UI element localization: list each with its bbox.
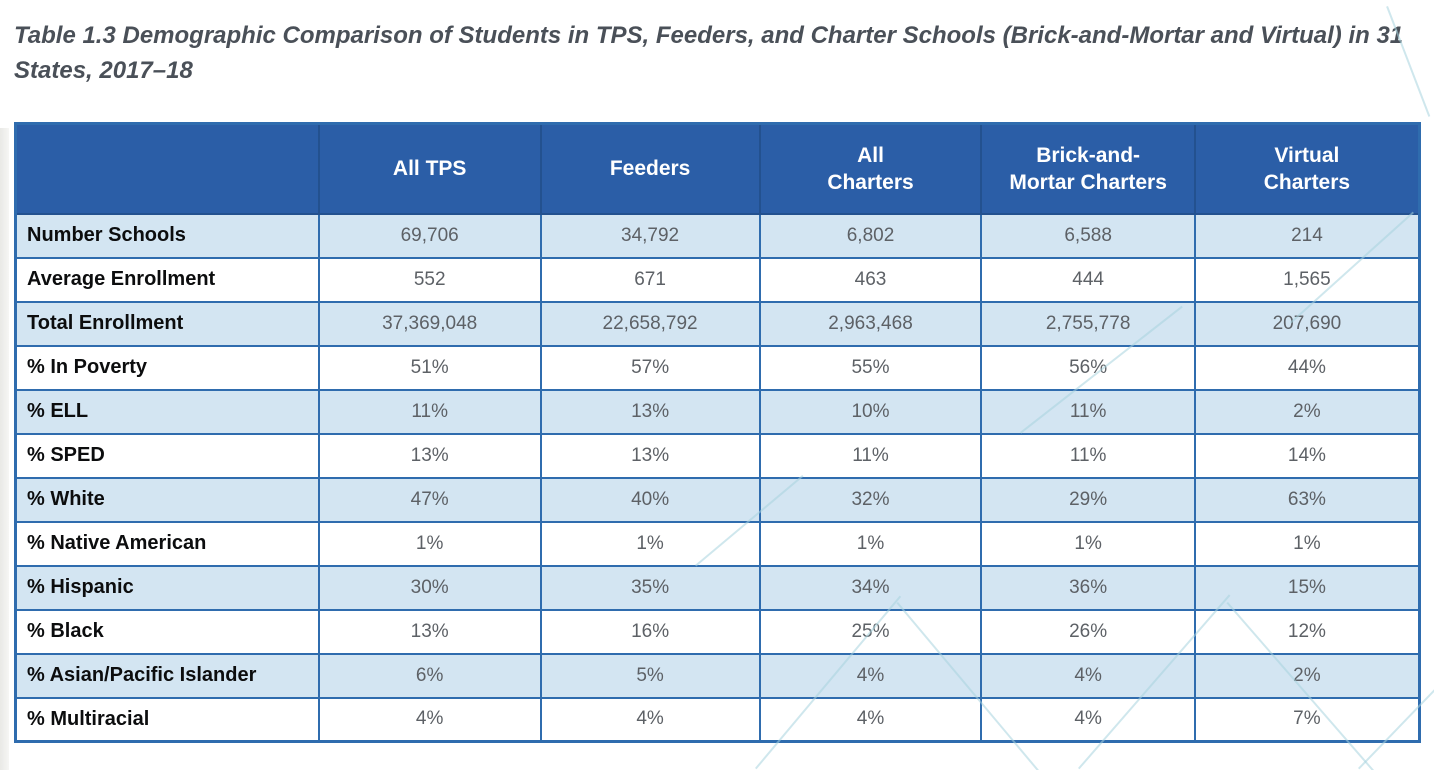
data-cell: 26% bbox=[980, 608, 1196, 655]
data-cell: 55% bbox=[758, 344, 983, 391]
data-cell: 207,690 bbox=[1193, 300, 1421, 347]
data-cell: 51% bbox=[317, 344, 542, 391]
data-cell: 37,369,048 bbox=[317, 300, 542, 347]
data-cell: 4% bbox=[980, 696, 1196, 743]
data-cell: 4% bbox=[539, 696, 761, 743]
page-edge-shading bbox=[0, 128, 9, 770]
table-row-ell: % ELL 11% 13% 10% 11% 2% bbox=[14, 388, 1421, 435]
data-cell: 34,792 bbox=[539, 212, 761, 259]
row-label: % Black bbox=[14, 608, 320, 655]
data-cell: 1% bbox=[758, 520, 983, 567]
header-cell-brick-and-mortar-charters: Brick-and- Mortar Charters bbox=[980, 122, 1196, 215]
table-row-in-poverty: % In Poverty 51% 57% 55% 56% 44% bbox=[14, 344, 1421, 391]
data-cell: 29% bbox=[980, 476, 1196, 523]
data-cell: 15% bbox=[1193, 564, 1421, 611]
table-row-black: % Black 13% 16% 25% 26% 12% bbox=[14, 608, 1421, 655]
data-cell: 35% bbox=[539, 564, 761, 611]
data-cell: 11% bbox=[980, 432, 1196, 479]
data-cell: 13% bbox=[317, 608, 542, 655]
data-cell: 444 bbox=[980, 256, 1196, 303]
table-row-total-enrollment: Total Enrollment 37,369,048 22,658,792 2… bbox=[14, 300, 1421, 347]
data-cell: 1% bbox=[980, 520, 1196, 567]
data-cell: 32% bbox=[758, 476, 983, 523]
data-cell: 13% bbox=[539, 432, 761, 479]
data-cell: 16% bbox=[539, 608, 761, 655]
data-cell: 10% bbox=[758, 388, 983, 435]
table-row-native-american: % Native American 1% 1% 1% 1% 1% bbox=[14, 520, 1421, 567]
data-cell: 1% bbox=[317, 520, 542, 567]
data-cell: 13% bbox=[539, 388, 761, 435]
data-cell: 7% bbox=[1193, 696, 1421, 743]
table-row-asian-pacific-islander: % Asian/Pacific Islander 6% 5% 4% 4% 2% bbox=[14, 652, 1421, 699]
data-cell: 6,802 bbox=[758, 212, 983, 259]
data-cell: 34% bbox=[758, 564, 983, 611]
data-cell: 463 bbox=[758, 256, 983, 303]
header-cell-all-tps: All TPS bbox=[317, 122, 542, 215]
data-cell: 12% bbox=[1193, 608, 1421, 655]
data-cell: 4% bbox=[980, 652, 1196, 699]
data-cell: 6% bbox=[317, 652, 542, 699]
data-cell: 1,565 bbox=[1193, 256, 1421, 303]
data-cell: 57% bbox=[539, 344, 761, 391]
row-label: Number Schools bbox=[14, 212, 320, 259]
data-cell: 22,658,792 bbox=[539, 300, 761, 347]
data-cell: 36% bbox=[980, 564, 1196, 611]
table-row-multiracial: % Multiracial 4% 4% 4% 4% 7% bbox=[14, 696, 1421, 743]
data-cell: 671 bbox=[539, 256, 761, 303]
row-label: % ELL bbox=[14, 388, 320, 435]
row-label: % In Poverty bbox=[14, 344, 320, 391]
data-cell: 11% bbox=[758, 432, 983, 479]
header-cell-feeders: Feeders bbox=[539, 122, 761, 215]
table-title: Table 1.3 Demographic Comparison of Stud… bbox=[14, 22, 1404, 84]
data-cell: 2,755,778 bbox=[980, 300, 1196, 347]
data-cell: 4% bbox=[317, 696, 542, 743]
data-cell: 5% bbox=[539, 652, 761, 699]
data-cell: 56% bbox=[980, 344, 1196, 391]
table-row-average-enrollment: Average Enrollment 552 671 463 444 1,565 bbox=[14, 256, 1421, 303]
row-label: % Asian/Pacific Islander bbox=[14, 652, 320, 699]
header-cell-virtual-charters: Virtual Charters bbox=[1193, 122, 1421, 215]
demographic-comparison-table: All TPS Feeders All Charters Brick-and- … bbox=[14, 122, 1421, 743]
row-label: % SPED bbox=[14, 432, 320, 479]
data-cell: 11% bbox=[980, 388, 1196, 435]
table-row-number-schools: Number Schools 69,706 34,792 6,802 6,588… bbox=[14, 212, 1421, 259]
row-label: % Multiracial bbox=[14, 696, 320, 743]
table-row-white: % White 47% 40% 32% 29% 63% bbox=[14, 476, 1421, 523]
data-cell: 2% bbox=[1193, 652, 1421, 699]
data-cell: 4% bbox=[758, 696, 983, 743]
data-cell: 1% bbox=[1193, 520, 1421, 567]
data-cell: 63% bbox=[1193, 476, 1421, 523]
row-label: % Native American bbox=[14, 520, 320, 567]
header-cell-all-charters: All Charters bbox=[758, 122, 983, 215]
data-cell: 13% bbox=[317, 432, 542, 479]
data-cell: 6,588 bbox=[980, 212, 1196, 259]
data-cell: 44% bbox=[1193, 344, 1421, 391]
row-label: Average Enrollment bbox=[14, 256, 320, 303]
data-cell: 214 bbox=[1193, 212, 1421, 259]
row-label: % Hispanic bbox=[14, 564, 320, 611]
row-label: % White bbox=[14, 476, 320, 523]
data-cell: 25% bbox=[758, 608, 983, 655]
data-cell: 69,706 bbox=[317, 212, 542, 259]
data-cell: 47% bbox=[317, 476, 542, 523]
header-row: All TPS Feeders All Charters Brick-and- … bbox=[14, 122, 1421, 215]
table-row-sped: % SPED 13% 13% 11% 11% 14% bbox=[14, 432, 1421, 479]
data-cell: 2,963,468 bbox=[758, 300, 983, 347]
data-cell: 552 bbox=[317, 256, 542, 303]
row-label: Total Enrollment bbox=[14, 300, 320, 347]
data-cell: 1% bbox=[539, 520, 761, 567]
data-cell: 40% bbox=[539, 476, 761, 523]
data-cell: 2% bbox=[1193, 388, 1421, 435]
data-cell: 4% bbox=[758, 652, 983, 699]
table-row-hispanic: % Hispanic 30% 35% 34% 36% 15% bbox=[14, 564, 1421, 611]
data-cell: 14% bbox=[1193, 432, 1421, 479]
data-cell: 11% bbox=[317, 388, 542, 435]
data-cell: 30% bbox=[317, 564, 542, 611]
header-cell-empty bbox=[14, 122, 320, 215]
